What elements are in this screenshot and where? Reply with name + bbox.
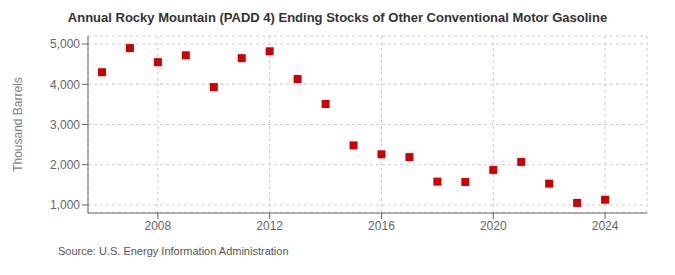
svg-text:3,000: 3,000 [50,118,80,132]
svg-text:2020: 2020 [480,219,507,233]
svg-text:2024: 2024 [592,219,619,233]
svg-text:2012: 2012 [256,219,283,233]
svg-text:2016: 2016 [368,219,395,233]
svg-text:Thousand Barrels: Thousand Barrels [11,77,25,172]
svg-text:5,000: 5,000 [50,37,80,51]
html-text:Source: U.S. Energy Informatio: Source: U.S. Energy Information Administ… [58,245,289,257]
html-text:Annual Rocky Mountain (PADD 4): Annual Rocky Mountain (PADD 4) Ending St… [67,10,608,25]
svg-text:1,000: 1,000 [50,198,80,212]
svg-text:4,000: 4,000 [50,78,80,92]
svg-text:2,000: 2,000 [50,158,80,172]
svg-text:2008: 2008 [145,219,172,233]
